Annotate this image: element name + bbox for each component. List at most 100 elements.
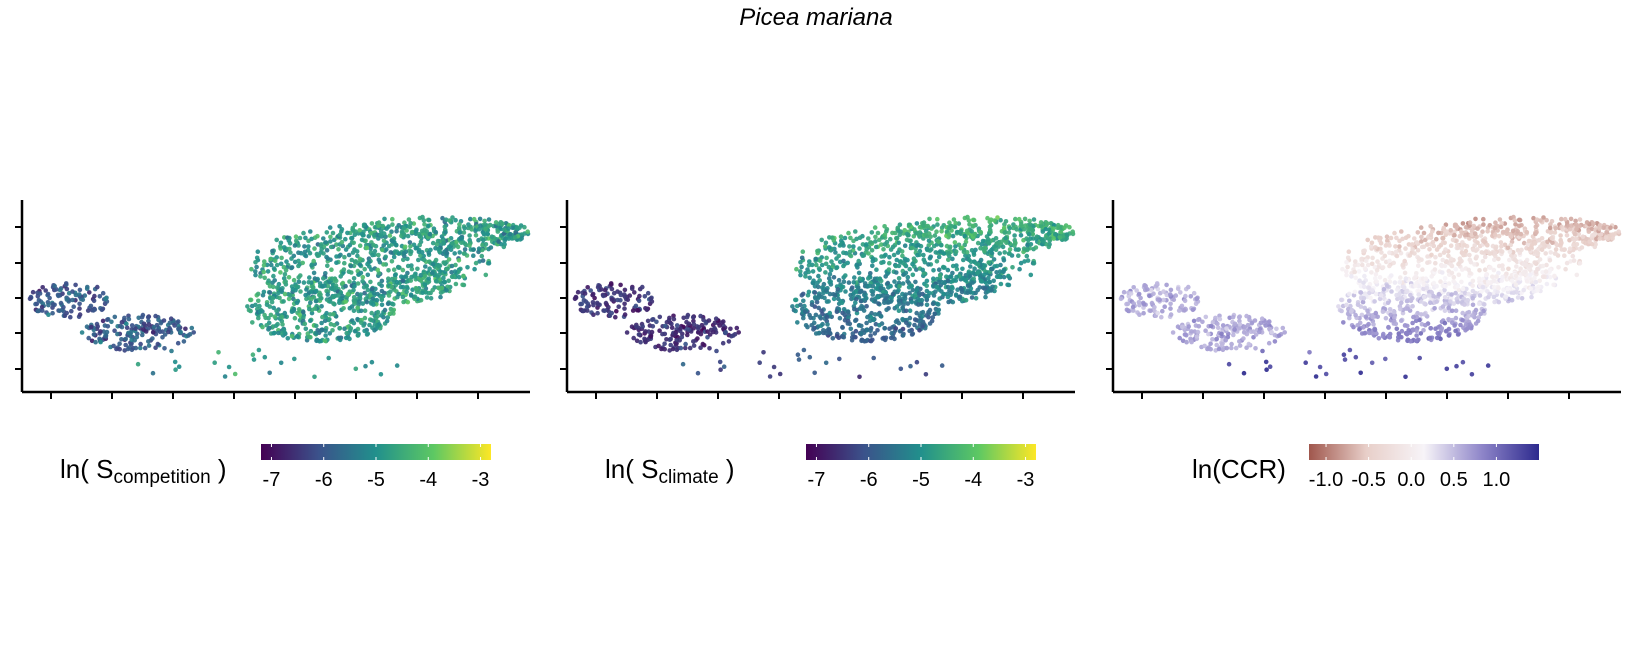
data-point xyxy=(597,283,602,289)
data-point xyxy=(1399,229,1404,234)
data-point xyxy=(1121,289,1127,295)
data-point xyxy=(381,262,386,267)
data-point xyxy=(923,232,928,238)
data-point xyxy=(1376,336,1382,341)
data-point xyxy=(1472,238,1478,244)
data-point xyxy=(444,288,449,293)
data-point xyxy=(771,364,777,370)
data-point xyxy=(282,272,288,277)
data-point xyxy=(1524,229,1530,235)
data-point xyxy=(150,370,156,376)
data-point xyxy=(982,286,987,291)
data-point xyxy=(812,290,818,295)
data-point xyxy=(637,293,642,299)
data-point xyxy=(309,262,315,267)
data-point xyxy=(372,322,378,327)
data-point xyxy=(1472,262,1477,267)
data-point xyxy=(1444,366,1450,372)
data-point xyxy=(1148,287,1154,293)
data-point xyxy=(88,303,94,309)
data-point xyxy=(1346,249,1352,254)
data-point xyxy=(848,292,853,298)
data-point xyxy=(929,226,934,231)
data-point xyxy=(1510,228,1516,234)
data-point xyxy=(341,306,346,311)
colorbar-tick-label: -4 xyxy=(964,469,982,491)
data-point xyxy=(836,253,842,259)
data-point xyxy=(897,329,903,334)
data-point xyxy=(105,317,110,323)
data-point xyxy=(847,249,853,255)
data-point xyxy=(1428,224,1433,229)
data-point xyxy=(896,308,902,314)
data-point xyxy=(822,295,827,301)
data-point xyxy=(1425,260,1430,266)
data-point xyxy=(767,374,773,379)
data-point xyxy=(322,318,328,324)
data-point xyxy=(1374,279,1379,284)
data-point xyxy=(64,297,70,302)
data-point xyxy=(888,283,893,289)
data-point xyxy=(337,232,343,237)
data-point xyxy=(920,267,925,273)
data-point xyxy=(461,230,467,235)
data-point xyxy=(898,259,904,264)
data-point xyxy=(728,326,733,332)
data-point xyxy=(1403,246,1408,251)
data-point xyxy=(1504,229,1510,234)
data-point xyxy=(1513,222,1518,227)
data-point xyxy=(1483,272,1489,278)
data-point xyxy=(1417,355,1422,361)
data-point xyxy=(994,274,1000,280)
data-point xyxy=(857,306,863,311)
data-point xyxy=(283,267,289,273)
data-point xyxy=(1131,285,1136,290)
data-point xyxy=(1385,300,1391,306)
data-point xyxy=(1548,230,1553,235)
data-point xyxy=(168,316,174,322)
data-point xyxy=(1449,270,1455,276)
data-point xyxy=(1027,218,1032,224)
data-point xyxy=(1470,302,1476,308)
data-point xyxy=(1359,312,1365,318)
data-point xyxy=(314,337,320,343)
data-point xyxy=(307,275,312,280)
data-point xyxy=(1473,307,1479,313)
data-point xyxy=(806,263,812,268)
data-point xyxy=(467,243,472,248)
data-point xyxy=(958,229,964,234)
data-point xyxy=(1381,287,1387,292)
data-point xyxy=(267,370,273,376)
data-point xyxy=(1498,240,1504,245)
data-point xyxy=(945,284,951,290)
data-point xyxy=(973,296,979,301)
data-point xyxy=(1002,230,1007,235)
data-point xyxy=(830,336,836,341)
data-point xyxy=(232,371,238,377)
data-point xyxy=(378,232,384,238)
data-point xyxy=(270,280,275,286)
data-point xyxy=(1034,234,1040,239)
data-point xyxy=(721,319,726,324)
data-point xyxy=(380,247,385,253)
data-point xyxy=(1537,278,1542,284)
data-point xyxy=(278,360,284,366)
data-point xyxy=(601,293,606,299)
data-point xyxy=(931,276,936,282)
data-point xyxy=(1026,237,1031,243)
data-point xyxy=(441,240,446,246)
data-point xyxy=(1458,322,1463,328)
data-point xyxy=(945,267,951,273)
data-point xyxy=(1040,229,1046,234)
data-point xyxy=(342,254,347,260)
data-point xyxy=(1433,326,1438,332)
data-point xyxy=(879,254,884,259)
data-point xyxy=(481,231,487,237)
data-point xyxy=(816,273,821,279)
data-point xyxy=(461,274,466,279)
data-point xyxy=(1006,274,1011,279)
data-point xyxy=(161,318,167,323)
data-point xyxy=(1497,217,1503,222)
data-point xyxy=(857,374,862,380)
data-point xyxy=(1341,352,1347,358)
